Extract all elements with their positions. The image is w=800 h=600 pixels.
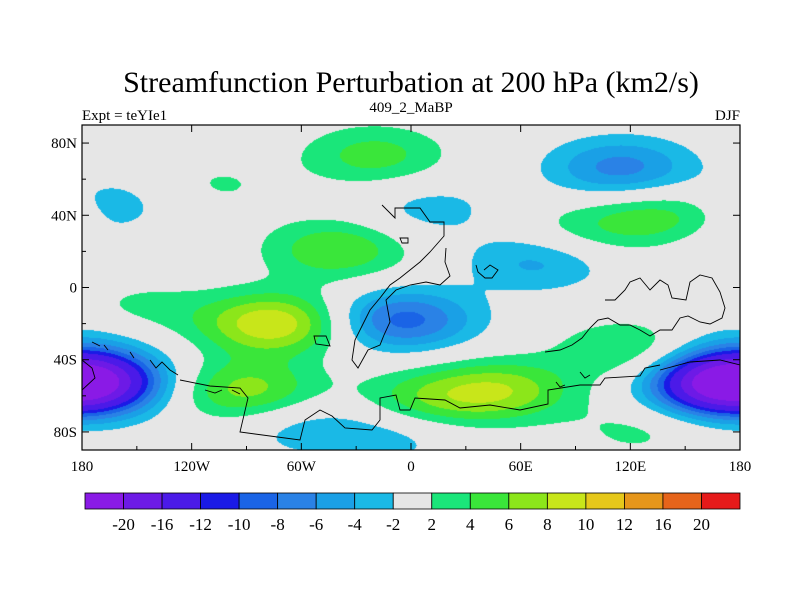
coastline-south-america	[351, 204, 451, 369]
colorbar-label: -10	[228, 515, 251, 534]
coastline-europe-asia	[475, 264, 499, 279]
colorbar-swatch	[200, 492, 240, 510]
colorbar-swatch	[238, 492, 279, 510]
x-tick-label: 120W	[173, 459, 211, 475]
colorbar-label: -8	[271, 515, 285, 534]
streamfunction-field	[82, 125, 740, 450]
y-axis: 80N 40N 0 40S 80S	[51, 136, 740, 441]
colorbar-swatch	[585, 492, 625, 510]
colorbar-swatch	[508, 492, 548, 510]
colorbar-swatch	[392, 492, 433, 510]
colorbar-label: 10	[577, 515, 594, 534]
colorbar-swatch	[277, 492, 317, 510]
season-label: DJF	[715, 108, 740, 124]
colorbar-label: 12	[616, 515, 633, 534]
x-tick-label: 60W	[287, 459, 317, 475]
coastline-islands-west	[129, 335, 331, 395]
colorbar-label: 8	[543, 515, 552, 534]
x-axis: 180 120W 60W 0 60E 120E 180	[71, 125, 752, 475]
case-label: 409_2_MaBP	[369, 100, 452, 116]
colorbar-label: -2	[386, 515, 400, 534]
colorbar-label: -20	[112, 515, 135, 534]
colorbar-swatch	[469, 492, 510, 510]
colorbar-label: 2	[428, 515, 437, 534]
coastlines	[82, 204, 740, 441]
y-tick-label: 80S	[54, 425, 77, 441]
colorbar-swatch	[354, 492, 394, 510]
plot-area	[81, 124, 741, 451]
x-tick-label: 180	[729, 459, 752, 475]
colorbar-swatch	[431, 492, 471, 510]
colorbar-label: 4	[466, 515, 475, 534]
y-tick-label: 80N	[51, 136, 77, 152]
colorbar: -20 -16 -12 -10 -8 -6 -4 -2 2 4 6 8 10 12 16 20	[84, 492, 741, 534]
x-tick-label: 180	[71, 459, 94, 475]
colorbar-swatch	[84, 492, 124, 510]
chart-title: Streamfunction Perturbation at 200 hPa (…	[123, 66, 699, 99]
colorbar-swatch	[662, 492, 702, 510]
colorbar-label: -4	[348, 515, 363, 534]
colorbar-label: -12	[189, 515, 212, 534]
coastline-antarctica-west	[82, 341, 109, 391]
y-tick-label: 0	[70, 281, 78, 297]
x-tick-label: 0	[407, 459, 415, 475]
colorbar-swatch	[701, 492, 741, 510]
coastline-antarctica-east	[659, 359, 740, 371]
x-tick-label: 60E	[509, 459, 533, 475]
colorbar-swatch	[315, 492, 356, 510]
coastline-north-america	[179, 364, 661, 441]
coastline-islands-east	[555, 371, 591, 388]
colorbar-label: -16	[151, 515, 174, 534]
colorbar-swatch	[546, 492, 587, 510]
experiment-label: Expt = teYIe1	[82, 108, 167, 124]
x-tick-label: 120E	[614, 459, 646, 475]
coastline-australia	[544, 274, 726, 353]
colorbar-label: 6	[505, 515, 514, 534]
colorbar-swatch	[123, 492, 163, 510]
colorbar-label: 16	[654, 515, 671, 534]
colorbar-swatch	[624, 492, 664, 510]
colorbar-label: -6	[309, 515, 323, 534]
y-tick-label: 40N	[51, 208, 77, 224]
colorbar-label: 20	[693, 515, 710, 534]
y-tick-label: 40S	[54, 353, 77, 369]
colorbar-swatch	[161, 492, 201, 510]
coastline-central-america	[399, 237, 409, 244]
